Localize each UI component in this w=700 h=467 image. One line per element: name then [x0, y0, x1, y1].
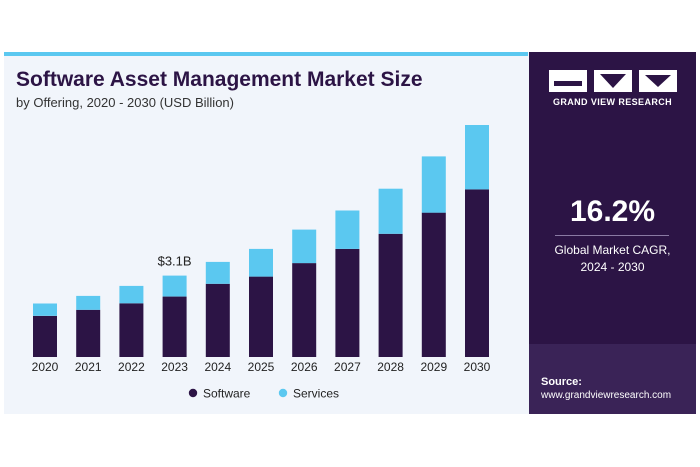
bar-services-2029: [421, 156, 446, 213]
info-panel: GRAND VIEW RESEARCH 16.2% Global Market …: [529, 52, 696, 414]
bar-software-2020: [33, 315, 57, 357]
x-tick-label-2028: 2028: [377, 360, 404, 374]
bar-services-2026: [292, 229, 317, 264]
bar-services-2030: [465, 125, 489, 190]
bar-software-2027: [335, 248, 360, 357]
source-title: Source:: [541, 376, 582, 388]
x-tick-label-2020: 2020: [32, 360, 59, 374]
cagr-label-line1: Global Market CAGR,: [554, 243, 671, 257]
x-tick-label-2029: 2029: [420, 360, 447, 374]
legend-marker-services: [278, 388, 288, 398]
data-label-2023: $3.1B: [158, 254, 192, 269]
bar-services-2021: [76, 295, 101, 310]
bar-software-2024: [205, 283, 230, 357]
legend-marker-software: [188, 388, 198, 398]
x-tick-label-2023: 2023: [161, 360, 188, 374]
bar-software-2028: [378, 233, 403, 357]
cagr-label: Global Market CAGR, 2024 - 2030: [529, 242, 696, 276]
bar-software-2026: [292, 263, 317, 357]
bar-services-2028: [378, 188, 403, 234]
source-link[interactable]: www.grandviewresearch.com: [541, 390, 672, 401]
legend-label-services: Services: [293, 387, 339, 401]
cagr-label-line2: 2024 - 2030: [580, 260, 645, 274]
bar-software-2021: [76, 309, 101, 357]
bar-software-2022: [119, 303, 144, 357]
brand-name: GRAND VIEW RESEARCH: [552, 97, 673, 107]
bar-software-2030: [465, 189, 489, 357]
x-tick-label-2027: 2027: [334, 360, 361, 374]
x-tick-label-2024: 2024: [204, 360, 231, 374]
bar-services-2020: [33, 303, 57, 316]
bar-services-2023: [162, 275, 187, 297]
bar-services-2027: [335, 210, 360, 249]
bar-services-2024: [205, 261, 230, 284]
x-tick-label-2022: 2022: [118, 360, 145, 374]
bar-software-2029: [421, 212, 446, 357]
chart-subtitle: by Offering, 2020 - 2030 (USD Billion): [16, 95, 234, 110]
bar-software-2025: [249, 276, 273, 357]
accent-strip: [4, 52, 528, 56]
source-footer: [529, 344, 696, 414]
x-tick-label-2021: 2021: [75, 360, 102, 374]
cagr-divider: [555, 235, 669, 236]
bar-software-2023: [162, 296, 187, 357]
cagr-value: 16.2%: [569, 195, 656, 228]
chart-title: Software Asset Management Market Size: [16, 68, 423, 91]
x-tick-label-2026: 2026: [291, 360, 318, 374]
x-tick-label-2025: 2025: [248, 360, 275, 374]
grand-view-research-logo: [549, 70, 677, 92]
bar-services-2025: [249, 248, 273, 277]
legend-label-software: Software: [203, 387, 251, 401]
bar-services-2022: [119, 285, 144, 304]
x-tick-label-2030: 2030: [464, 360, 491, 374]
bar-chart: 2020 2021 2022 2023 $3.1B 2024 2025 2026 2027 202…: [32, 125, 491, 401]
